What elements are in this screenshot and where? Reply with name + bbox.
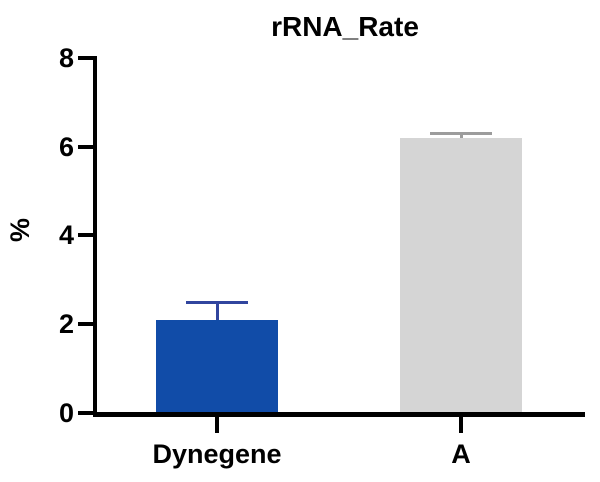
y-axis-tick: [78, 233, 95, 238]
y-axis-tick: [78, 55, 95, 60]
x-axis-line: [93, 412, 585, 417]
bar-a: [400, 137, 522, 413]
error-bar-whisker: [459, 133, 463, 138]
y-axis-tick-label: 4: [58, 220, 74, 251]
y-axis-tick: [78, 144, 95, 149]
y-axis-tick-label: 6: [58, 131, 74, 162]
x-axis-category-label: A: [451, 439, 471, 469]
x-axis-category-label: Dynegene: [152, 439, 282, 469]
y-axis-tick: [78, 411, 95, 415]
bar-dynegene: [156, 319, 278, 413]
error-bar-cap: [430, 132, 492, 136]
error-bar-whisker: [215, 302, 219, 320]
x-axis-tick: [215, 417, 219, 433]
y-axis-tick-label: 0: [58, 398, 74, 428]
x-axis-tick: [459, 417, 463, 433]
y-axis-tick: [78, 322, 95, 327]
error-bar-cap: [186, 301, 248, 304]
chart-title: rRNA_Rate: [271, 11, 419, 42]
y-axis-tick-label: 8: [58, 42, 74, 73]
y-axis-tick-label: 2: [58, 309, 74, 340]
y-axis-line: [93, 56, 97, 417]
